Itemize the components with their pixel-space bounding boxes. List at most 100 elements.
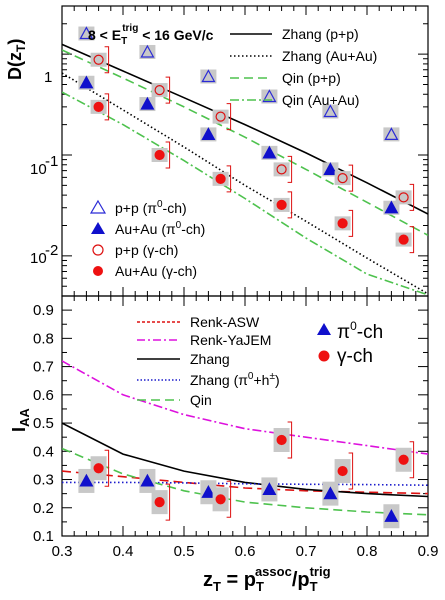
- top-point-au-au-ch-: [384, 200, 399, 214]
- bottom-syst-bracket--ch: [348, 452, 354, 490]
- bottom-syst-bracket--ch: [409, 441, 415, 479]
- legend-marker-gamma-ch: [318, 350, 330, 362]
- bottom-ytick-label: 0.1: [33, 528, 54, 545]
- top-syst-band-p-p-ch-: [212, 109, 229, 124]
- top-data-points: [78, 26, 415, 254]
- bottom-syst-bracket--ch: [287, 421, 293, 459]
- legend-marker-auau-gamma: [93, 266, 103, 276]
- bottom-point--ch: [93, 463, 104, 474]
- top-axes-ticks: [61, 5, 429, 297]
- top-point-p-p-ch-: [384, 127, 399, 141]
- top-syst-band-p-p-ch-: [90, 52, 107, 67]
- top-point-au-au-ch-: [323, 162, 338, 175]
- bottom-y-axis-label: IAA: [9, 408, 32, 432]
- bottom-syst-bracket--ch: [226, 480, 232, 518]
- top-syst-bracket-au-au-ch-: [165, 141, 171, 169]
- bottom-syst-bracket--ch: [104, 449, 110, 487]
- top-ytick-label-10-exp: -1: [45, 153, 58, 170]
- bottom-ytick-label: 0.7: [33, 359, 54, 376]
- top-curve-zhang-au-au-: [62, 72, 428, 295]
- legend-label-qin-auau: Qin (Au+Au): [282, 92, 359, 108]
- top-point-au-au-ch-: [93, 101, 104, 112]
- top-point-au-au-ch-: [215, 173, 226, 184]
- svg-text:D(zT): D(zT): [5, 39, 28, 80]
- top-syst-band-p-p-ch-: [139, 44, 156, 59]
- bottom-data-points: [78, 421, 415, 529]
- bottom-xtick-label: 0.8: [357, 543, 378, 560]
- top-syst-band-p-p-ch-: [273, 162, 290, 177]
- bottom-curve-qin: [62, 447, 428, 516]
- bottom-ytick-label: 0.6: [33, 387, 54, 404]
- top-line-legend: Zhang (p+p) Zhang (Au+Au) Qin (p+p) Qin …: [230, 26, 377, 108]
- top-point-p-p-ch-: [79, 26, 94, 40]
- legend-marker-pi0-ch: [317, 323, 331, 335]
- bottom-point--ch: [276, 434, 287, 446]
- bottom-point--ch: [398, 454, 409, 465]
- top-syst-bracket-p-p-ch-: [226, 103, 232, 131]
- top-point-p-p-ch-: [154, 84, 165, 96]
- bottom-ytick-label: 0.3: [33, 472, 54, 489]
- top-point-p-p-ch-: [140, 44, 155, 58]
- top-syst-bracket-au-au-ch-: [104, 93, 110, 121]
- bottom-xtick-label: 0.5: [174, 543, 195, 560]
- legend-label-pp-gamma: p+p (γ-ch): [115, 242, 178, 258]
- legend-marker-auau-pi0: [91, 222, 105, 234]
- top-syst-band-p-p-ch-: [383, 127, 400, 142]
- top-syst-bracket-p-p-ch-: [348, 164, 354, 192]
- top-point-p-p-ch-: [398, 192, 409, 203]
- top-point-au-au-ch-: [262, 145, 277, 159]
- top-point-p-p-ch-: [215, 111, 226, 122]
- bottom-curve-renk-asw: [62, 470, 428, 495]
- bottom-line-legend: Renk-ASW Renk-YaJEM Zhang Zhang (π0+h±) …: [137, 314, 280, 408]
- trigger-energy-annotation: 8 < ETtrig < 16 GeV/c: [88, 23, 214, 47]
- bottom-point--ch: [337, 465, 348, 477]
- top-model-curves: [62, 43, 428, 296]
- legend-label-pi0-ch: π0-ch: [337, 319, 383, 343]
- top-point-p-p-ch-: [262, 89, 277, 103]
- top-point-au-au-ch-: [276, 199, 287, 211]
- top-syst-bracket-p-p-ch-: [104, 46, 110, 74]
- bottom-model-curves: [62, 360, 428, 516]
- legend-label-zhang-auau: Zhang (Au+Au): [282, 48, 377, 64]
- top-point-au-au-ch-: [201, 127, 216, 141]
- bottom-point--ch: [201, 484, 216, 498]
- top-point-p-p-ch-: [93, 54, 104, 65]
- top-point-p-p-ch-: [337, 173, 348, 184]
- top-ytick-label-100-base: 10: [30, 250, 47, 267]
- top-syst-band-p-p-ch-: [395, 190, 412, 205]
- top-point-legend: p+p (π0-ch) Au+Au (π0-ch) p+p (γ-ch) Au+…: [89, 199, 205, 279]
- top-point-au-au-ch-: [398, 234, 409, 245]
- bottom-point--ch: [79, 473, 94, 487]
- legend-marker-pp-pi0: [89, 199, 107, 214]
- legend-label-pp-pi0: p+p (π0-ch): [115, 199, 187, 216]
- legend-label-zhang-pi0-h: Zhang (π0+h±): [190, 371, 280, 388]
- legend-label-qin-pp: Qin (p+p): [282, 70, 341, 86]
- bottom-xtick-label: 0.9: [418, 543, 439, 560]
- legend-label-zhang: Zhang: [190, 351, 230, 367]
- top-ytick-label-10-base: 10: [30, 161, 47, 178]
- top-point-p-p-ch-: [201, 69, 216, 83]
- bottom-point-legend: π0-ch γ-ch: [317, 319, 383, 367]
- bottom-point--ch: [262, 482, 277, 496]
- top-syst-band-p-p-ch-: [78, 26, 95, 41]
- top-point-au-au-ch-: [79, 75, 94, 89]
- bottom-ytick-label: 0.9: [33, 302, 54, 319]
- top-ytick-label-100-exp: -2: [45, 242, 58, 259]
- top-curve-zhang-p-p-: [62, 43, 428, 215]
- top-syst-bracket-au-au-ch-: [348, 209, 354, 237]
- legend-label-renk-asw: Renk-ASW: [190, 314, 260, 330]
- legend-label-zhang-pp: Zhang (p+p): [282, 26, 359, 42]
- top-ytick-label-1: 1: [44, 69, 52, 86]
- top-syst-bracket-au-au-ch-: [409, 226, 415, 254]
- legend-label-qin: Qin: [190, 392, 212, 408]
- bottom-ytick-label: 0.5: [33, 415, 54, 432]
- top-syst-bracket-p-p-ch-: [409, 183, 415, 211]
- top-point-au-au-ch-: [154, 149, 165, 161]
- bottom-ytick-label: 0.2: [33, 500, 54, 517]
- bottom-point--ch: [140, 473, 155, 487]
- bottom-ytick-label: 0.8: [33, 330, 54, 347]
- legend-label-auau-gamma: Au+Au (γ-ch): [115, 263, 197, 279]
- top-syst-bracket-p-p-ch-: [287, 155, 293, 183]
- bottom-point--ch: [323, 486, 338, 500]
